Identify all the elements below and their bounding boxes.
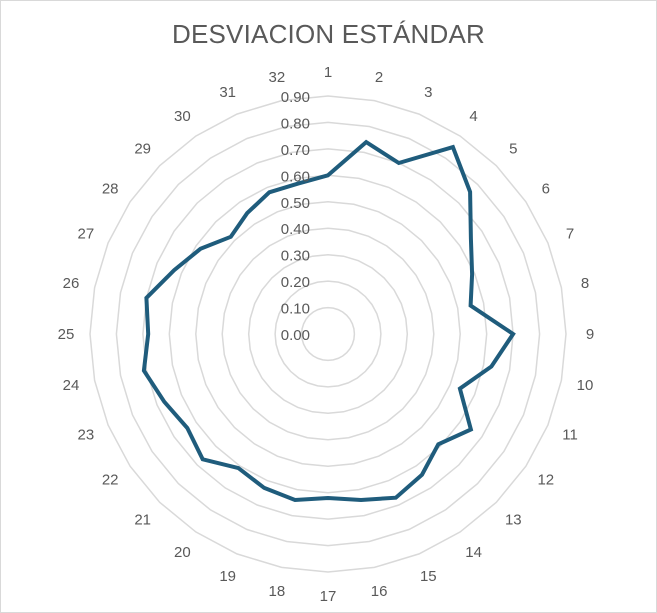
gridline-ring — [300, 306, 356, 362]
category-label: 23 — [78, 426, 95, 443]
radial-tick-label: 0.00 — [281, 327, 310, 344]
category-label: 10 — [577, 377, 594, 394]
category-label: 15 — [420, 568, 437, 585]
category-label: 13 — [505, 511, 522, 528]
category-label: 24 — [63, 377, 80, 394]
category-label: 8 — [581, 275, 589, 292]
radial-tick-label: 0.90 — [281, 89, 310, 106]
category-label: 32 — [269, 69, 286, 86]
radial-tick-label: 0.30 — [281, 248, 310, 265]
category-label: 28 — [102, 180, 119, 197]
category-label: 22 — [102, 472, 119, 489]
gridline-ring — [142, 148, 514, 520]
radial-tick-label: 0.60 — [281, 168, 310, 185]
radial-tick-label: 0.40 — [281, 221, 310, 238]
category-label: 9 — [586, 326, 594, 343]
radial-tick-label: 0.70 — [281, 142, 310, 159]
category-label: 11 — [562, 426, 578, 443]
radial-tick-label: 0.80 — [281, 115, 310, 132]
category-label: 16 — [371, 583, 388, 600]
radial-tick-label: 0.50 — [281, 195, 310, 212]
category-label: 26 — [63, 275, 80, 292]
category-label: 7 — [566, 226, 574, 243]
gridline-ring — [247, 253, 409, 415]
category-label: 12 — [537, 472, 554, 489]
category-label: 1 — [324, 64, 332, 81]
series-line — [141, 139, 516, 503]
category-label: 3 — [424, 84, 432, 101]
category-label: 27 — [78, 226, 95, 243]
radial-tick-label: 0.20 — [281, 274, 310, 291]
gridline-ring — [221, 227, 435, 441]
gridline-ring — [115, 121, 541, 547]
gridline-ring — [89, 95, 567, 573]
category-label: 14 — [465, 544, 482, 561]
category-label: 30 — [174, 108, 191, 125]
category-label: 4 — [469, 108, 477, 125]
category-label: 6 — [542, 180, 550, 197]
category-label: 5 — [509, 141, 517, 158]
category-label: 18 — [269, 583, 286, 600]
radial-tick-label: 0.10 — [281, 301, 310, 318]
category-label: 20 — [174, 544, 191, 561]
category-label: 21 — [134, 511, 151, 528]
category-label: 25 — [58, 326, 75, 343]
gridline-ring — [195, 201, 461, 467]
chart-title: DESVIACION ESTÁNDAR — [172, 19, 485, 49]
category-label: 19 — [219, 568, 236, 585]
gridline-ring — [274, 280, 382, 388]
category-label: 2 — [375, 69, 383, 86]
category-label: 17 — [320, 588, 337, 605]
category-label: 29 — [134, 141, 151, 158]
category-label: 31 — [219, 84, 236, 101]
